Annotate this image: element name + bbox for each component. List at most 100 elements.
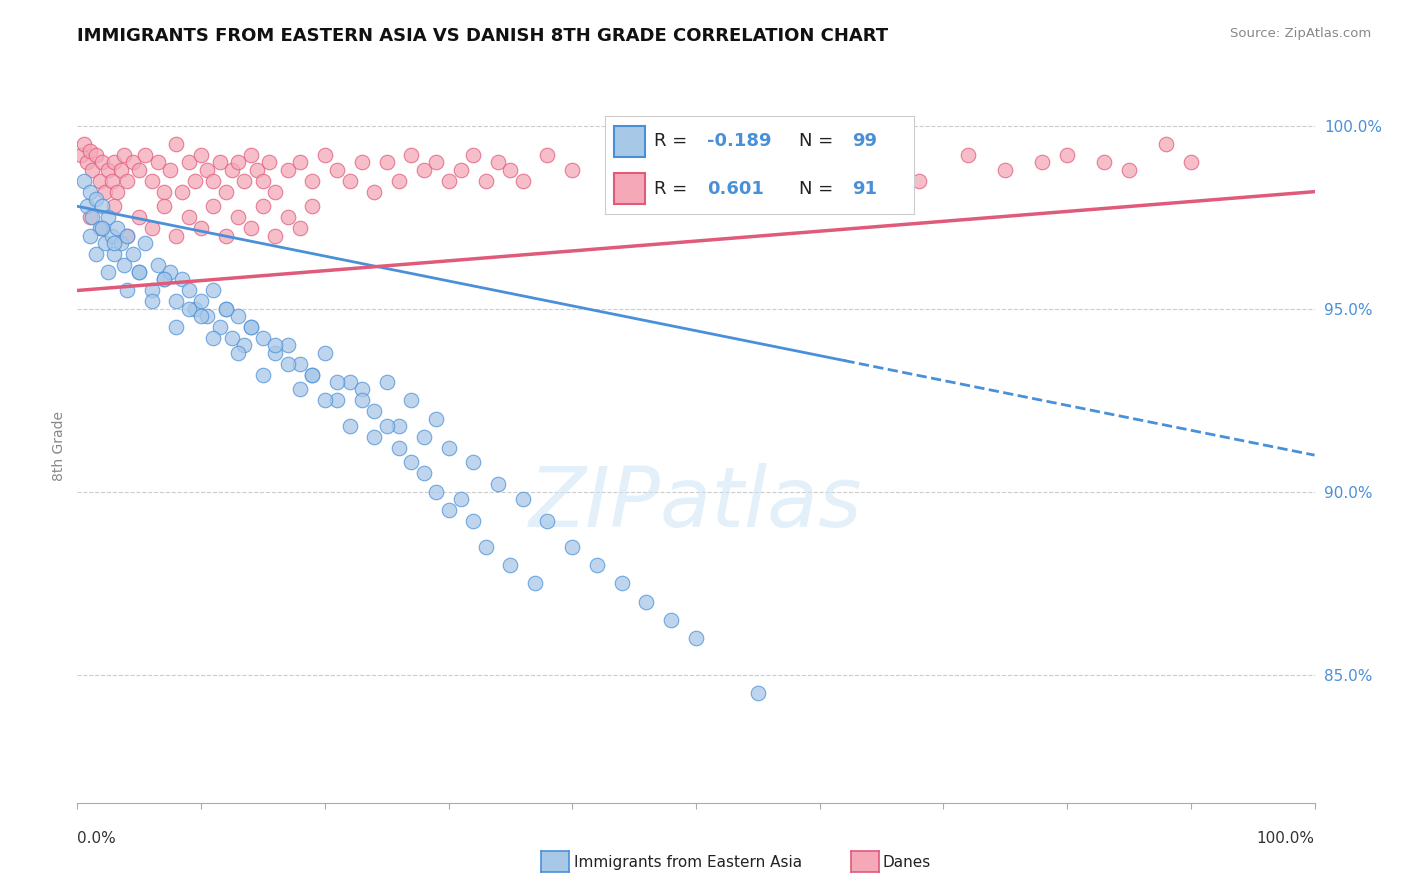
Point xyxy=(512,491,534,506)
Point xyxy=(1180,155,1202,169)
Point xyxy=(84,148,107,162)
Point xyxy=(146,258,169,272)
Point xyxy=(103,155,125,169)
Point xyxy=(659,613,682,627)
Point xyxy=(288,221,311,235)
Point xyxy=(177,155,200,169)
Text: Immigrants from Eastern Asia: Immigrants from Eastern Asia xyxy=(574,855,801,870)
Point xyxy=(239,320,262,334)
Point xyxy=(110,162,132,177)
Point xyxy=(97,162,120,177)
Point xyxy=(536,148,558,162)
Point xyxy=(103,199,125,213)
Point xyxy=(202,174,225,188)
Point xyxy=(165,228,187,243)
Point xyxy=(91,155,114,169)
Point xyxy=(91,199,114,213)
Point xyxy=(561,162,583,177)
Point xyxy=(128,211,150,225)
Point xyxy=(339,174,361,188)
Text: 99: 99 xyxy=(852,133,877,151)
Point xyxy=(153,185,176,199)
Point xyxy=(412,467,434,481)
Point xyxy=(208,320,231,334)
Point xyxy=(190,221,212,235)
Point xyxy=(79,145,101,159)
Point xyxy=(226,155,249,169)
Point xyxy=(221,331,243,345)
Point xyxy=(91,221,114,235)
Point xyxy=(153,272,176,286)
Point xyxy=(425,484,447,499)
Text: -0.189: -0.189 xyxy=(707,133,770,151)
Point xyxy=(314,345,336,359)
Point xyxy=(350,382,373,396)
Point xyxy=(202,199,225,213)
Point xyxy=(202,331,225,345)
Point xyxy=(474,540,496,554)
Point xyxy=(301,368,323,382)
Point xyxy=(388,441,411,455)
Point xyxy=(957,148,980,162)
Point xyxy=(288,357,311,371)
Point xyxy=(84,192,107,206)
Point xyxy=(215,301,238,316)
Point xyxy=(122,155,145,169)
Point xyxy=(425,411,447,425)
Point xyxy=(252,199,274,213)
Point xyxy=(264,338,287,352)
Point xyxy=(115,284,138,298)
Point xyxy=(1056,148,1078,162)
Text: R =: R = xyxy=(654,133,693,151)
Point xyxy=(97,211,120,225)
Point xyxy=(257,155,280,169)
Text: 0.601: 0.601 xyxy=(707,179,763,197)
Point xyxy=(463,455,485,469)
Point xyxy=(907,174,929,188)
Point xyxy=(1118,162,1140,177)
Point xyxy=(401,455,423,469)
Point xyxy=(70,148,93,162)
FancyBboxPatch shape xyxy=(614,173,645,204)
Point xyxy=(115,228,138,243)
Text: Source: ZipAtlas.com: Source: ZipAtlas.com xyxy=(1230,27,1371,40)
Point xyxy=(82,162,104,177)
Point xyxy=(412,430,434,444)
Point xyxy=(233,174,256,188)
Point xyxy=(264,228,287,243)
Point xyxy=(277,162,299,177)
Point xyxy=(363,185,385,199)
Point xyxy=(239,221,262,235)
Y-axis label: 8th Grade: 8th Grade xyxy=(52,411,66,481)
Point xyxy=(115,174,138,188)
Text: 0.0%: 0.0% xyxy=(77,831,117,846)
Point xyxy=(79,228,101,243)
Point xyxy=(412,162,434,177)
Text: IMMIGRANTS FROM EASTERN ASIA VS DANISH 8TH GRADE CORRELATION CHART: IMMIGRANTS FROM EASTERN ASIA VS DANISH 8… xyxy=(77,27,889,45)
Point xyxy=(101,174,124,188)
Point xyxy=(93,185,115,199)
Point xyxy=(165,320,187,334)
Point xyxy=(89,221,111,235)
Point xyxy=(122,247,145,261)
Point xyxy=(226,309,249,323)
Point xyxy=(252,368,274,382)
Text: N =: N = xyxy=(800,133,839,151)
Point xyxy=(226,345,249,359)
Point xyxy=(208,155,231,169)
Point xyxy=(636,594,658,608)
Point xyxy=(375,418,398,433)
Point xyxy=(177,284,200,298)
Point xyxy=(128,265,150,279)
Text: R =: R = xyxy=(654,179,693,197)
Point xyxy=(463,148,485,162)
Point xyxy=(388,418,411,433)
Point xyxy=(277,211,299,225)
Point xyxy=(499,162,522,177)
Point xyxy=(463,514,485,528)
Point xyxy=(1154,137,1177,152)
Point xyxy=(128,265,150,279)
Point xyxy=(486,477,509,491)
Point xyxy=(112,148,135,162)
Point xyxy=(76,155,98,169)
